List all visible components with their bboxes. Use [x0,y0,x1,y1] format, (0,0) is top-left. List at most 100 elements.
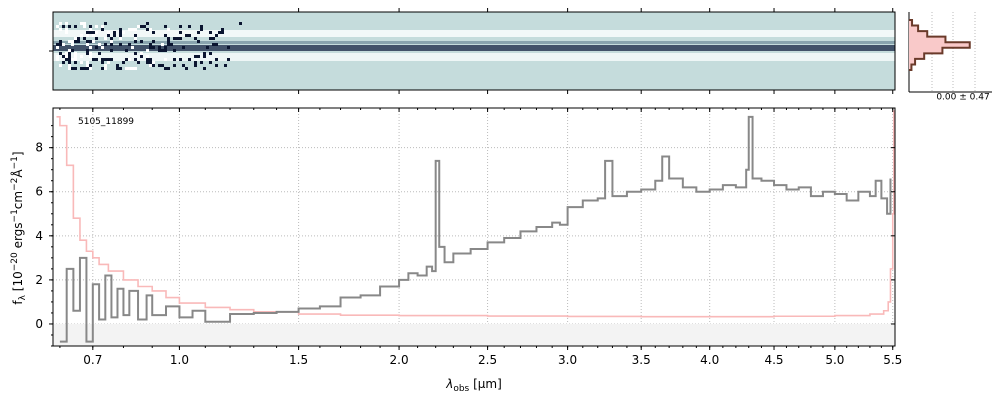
noise-pixel [68,55,71,58]
noise-pixel [110,43,113,46]
noise-pixel [158,49,161,52]
noise-pixel [89,55,92,58]
noise-pixel [152,40,155,43]
noise-pixel [89,31,92,34]
noise-pixel [131,46,134,49]
noise-pixel [221,28,224,31]
noise-pixel [122,31,125,34]
noise-pixel [149,58,152,61]
noise-pixel [179,25,182,28]
noise-pixel [104,37,107,40]
noise-pixel [89,28,92,31]
noise-pixel [119,34,122,37]
noise-pixel [101,58,104,61]
noise-pixel [101,67,104,70]
x-tick-label: 3.0 [558,353,577,367]
noise-pixel [194,37,197,40]
noise-pixel [209,61,212,64]
noise-pixel [158,46,161,49]
noise-pixel [128,43,131,46]
x-tick-label: 4.5 [764,353,783,367]
y-axis-label: fλ [10−20 ergs−1cm−2Å−1] [10,151,28,304]
noise-pixel [59,64,62,67]
noise-pixel [83,37,86,40]
noise-pixel [125,49,128,52]
noise-pixel [107,34,110,37]
noise-pixel [68,61,71,64]
x-tick-label: 5.5 [883,353,902,367]
noise-pixel [89,64,92,67]
noise-pixel [227,46,230,49]
noise-pixel [194,64,197,67]
noise-pixel [104,67,107,70]
noise-pixel [161,43,164,46]
y-tick-label: 2 [35,273,43,287]
noise-pixel [107,31,110,34]
noise-pixel [215,58,218,61]
noise-pixel [107,58,110,61]
noise-pixel [95,46,98,49]
noise-pixel [128,58,131,61]
noise-pixel [137,25,140,28]
spectrum-2d-trace [53,45,895,51]
noise-pixel [71,40,74,43]
y-tick-label: 6 [35,185,43,199]
noise-pixel [158,64,161,67]
noise-pixel [95,25,98,28]
y-tick-label: 0 [35,317,43,331]
noise-pixel [134,67,137,70]
noise-pixel [167,28,170,31]
noise-pixel [110,37,113,40]
noise-pixel [116,67,119,70]
noise-pixel [113,31,116,34]
noise-pixel [62,25,65,28]
noise-pixel [146,28,149,31]
noise-pixel [80,67,83,70]
noise-pixel [80,22,83,25]
noise-pixel [83,67,86,70]
noise-pixel [188,34,191,37]
noise-pixel [152,46,155,49]
noise-pixel [68,58,71,61]
noise-pixel [86,52,89,55]
noise-pixel [197,40,200,43]
noise-pixel [179,31,182,34]
noise-pixel [167,43,170,46]
noise-pixel [89,25,92,28]
noise-pixel [113,34,116,37]
noise-pixel [197,31,200,34]
noise-pixel [116,64,119,67]
noise-pixel [59,52,62,55]
noise-pixel [167,67,170,70]
noise-pixel [104,64,107,67]
noise-pixel [152,64,155,67]
noise-pixel [146,49,149,52]
noise-pixel [68,49,71,52]
noise-pixel [59,43,62,46]
spectrum-1d-panel: 0.7 1.0 1.5 2.0 2.5 3.0 3.5 4.0 4.5 5.0 5.5 02468 … [35,107,902,367]
spectrum-2d-lower-band [53,53,895,61]
noise-pixel [149,46,152,49]
x-tick-label: 2.5 [478,353,497,367]
noise-pixel [203,52,206,55]
noise-pixel [131,28,134,31]
noise-pixel [98,43,101,46]
noise-pixel [65,58,68,61]
noise-pixel [104,43,107,46]
noise-pixel [215,64,218,67]
noise-pixel [146,22,149,25]
noise-pixel [179,37,182,40]
noise-pixel [65,31,68,34]
noise-pixel [104,22,107,25]
x-tick-label: 3.5 [632,353,651,367]
noise-pixel [161,49,164,52]
noise-pixel [134,37,137,40]
noise-pixel [74,25,77,28]
noise-pixel [221,31,224,34]
noise-pixel [182,64,185,67]
noise-pixel [176,37,179,40]
noise-pixel [101,28,104,31]
noise-pixel [146,58,149,61]
noise-pixel [62,61,65,64]
noise-pixel [77,37,80,40]
